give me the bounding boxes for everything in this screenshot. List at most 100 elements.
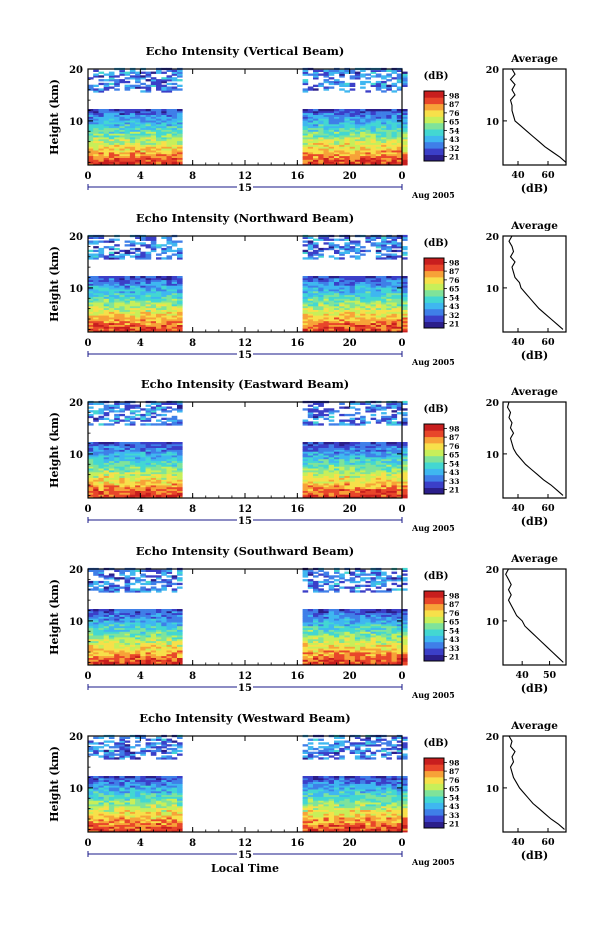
heatmap-cell — [93, 481, 99, 484]
heatmap-cell — [156, 135, 162, 138]
heatmap-cell — [171, 276, 178, 279]
heatmap-cell — [360, 137, 366, 140]
heatmap-cell — [313, 479, 319, 482]
heatmap-cell — [166, 155, 173, 158]
heatmap-cell — [323, 285, 330, 288]
heatmap-cell — [140, 142, 146, 145]
heatmap-cell — [124, 616, 131, 619]
heatmap-cell — [402, 129, 408, 132]
heatmap-cell — [339, 148, 345, 151]
heatmap-cell — [354, 244, 361, 247]
heatmap-cell — [161, 144, 167, 147]
heatmap-cell — [135, 659, 141, 662]
heatmap-cell — [177, 453, 183, 456]
heatmap-cell — [108, 614, 115, 617]
heatmap-cell — [318, 410, 324, 413]
heatmap-cell — [166, 466, 173, 469]
heatmap-cell — [177, 328, 183, 331]
heatmap-cell — [354, 305, 361, 309]
heatmap-cell — [177, 79, 183, 82]
heatmap-cell — [119, 620, 125, 623]
heatmap-cell — [129, 287, 136, 290]
heatmap-cell — [328, 317, 335, 320]
heatmap-cell — [318, 155, 324, 158]
heatmap-cell — [177, 477, 183, 480]
heatmap-cell — [344, 238, 350, 241]
heatmap-cell — [381, 451, 387, 454]
heatmap-cell — [108, 144, 115, 147]
heatmap-cell — [344, 251, 350, 254]
heatmap-cell — [135, 163, 141, 166]
heatmap-cell — [124, 470, 131, 473]
heatmap-cell — [381, 135, 387, 138]
heatmap-cell — [370, 320, 377, 324]
heatmap-cell — [386, 122, 392, 125]
heatmap-cell — [145, 279, 152, 282]
heatmap-cell — [124, 653, 131, 657]
heatmap-cell — [328, 118, 335, 121]
heatmap-cell — [360, 249, 366, 253]
heatmap-cell — [307, 415, 314, 419]
heatmap-cell — [156, 246, 162, 249]
heatmap-cell — [391, 468, 398, 471]
heatmap-cell — [114, 449, 120, 452]
heatmap-cell — [313, 453, 319, 456]
heatmap-cell — [313, 313, 319, 316]
heatmap-cell — [93, 300, 99, 303]
heatmap-cell — [145, 470, 152, 473]
heatmap-cell — [391, 246, 398, 249]
heatmap-cell — [98, 320, 105, 324]
heatmap-cell — [177, 253, 183, 256]
heatmap-cell — [313, 112, 319, 115]
heatmap-cell — [375, 110, 382, 114]
heatmap-cell — [349, 447, 356, 450]
heatmap-cell — [103, 277, 110, 281]
heatmap-cell — [171, 481, 178, 484]
heatmap-cell — [354, 144, 361, 147]
heatmap-cell — [140, 575, 146, 578]
heatmap-cell — [124, 311, 131, 314]
heatmap-cell — [177, 462, 183, 465]
heatmap-cell — [302, 475, 309, 478]
heatmap-cell — [166, 311, 173, 314]
heatmap-cell — [129, 300, 136, 303]
heatmap-cell — [302, 479, 309, 482]
heatmap-cell — [98, 492, 105, 495]
heatmap-cell — [171, 133, 178, 136]
heatmap-cell — [402, 279, 408, 282]
heatmap-cell — [129, 627, 136, 630]
heatmap-cell — [108, 82, 115, 86]
heatmap-cell — [302, 458, 309, 462]
heatmap-cell — [307, 246, 314, 249]
heatmap-cell — [103, 287, 110, 290]
heatmap-cell — [98, 75, 105, 78]
heatmap-cell — [103, 442, 110, 445]
heatmap-cell — [124, 620, 131, 623]
heatmap-cell — [108, 492, 115, 495]
heatmap-cell — [150, 82, 157, 86]
heatmap-cell — [140, 330, 146, 333]
heatmap-cell — [370, 453, 377, 456]
heatmap-cell — [386, 150, 392, 153]
colorbar-swatch — [424, 443, 444, 450]
heatmap-cell — [386, 443, 392, 447]
heatmap-cell — [177, 142, 183, 145]
heatmap-cell — [307, 276, 314, 279]
heatmap-cell — [129, 410, 136, 413]
heatmap-cell — [103, 302, 110, 305]
heatmap-cell — [129, 590, 136, 593]
heatmap-cell — [313, 470, 319, 473]
heatmap-cell — [124, 584, 131, 587]
heatmap-cell — [381, 277, 387, 281]
heatmap-cell — [354, 458, 361, 462]
heatmap-cell — [334, 460, 340, 463]
heatmap-cell — [145, 484, 152, 488]
heatmap-cell — [93, 618, 99, 621]
heatmap-cell — [302, 443, 309, 447]
heatmap-cell — [323, 290, 330, 294]
heatmap-cell — [349, 133, 356, 136]
heatmap-cell — [129, 449, 136, 452]
heatmap-cell — [370, 455, 377, 458]
heatmap-cell — [129, 479, 136, 482]
heatmap-cell — [323, 159, 330, 162]
